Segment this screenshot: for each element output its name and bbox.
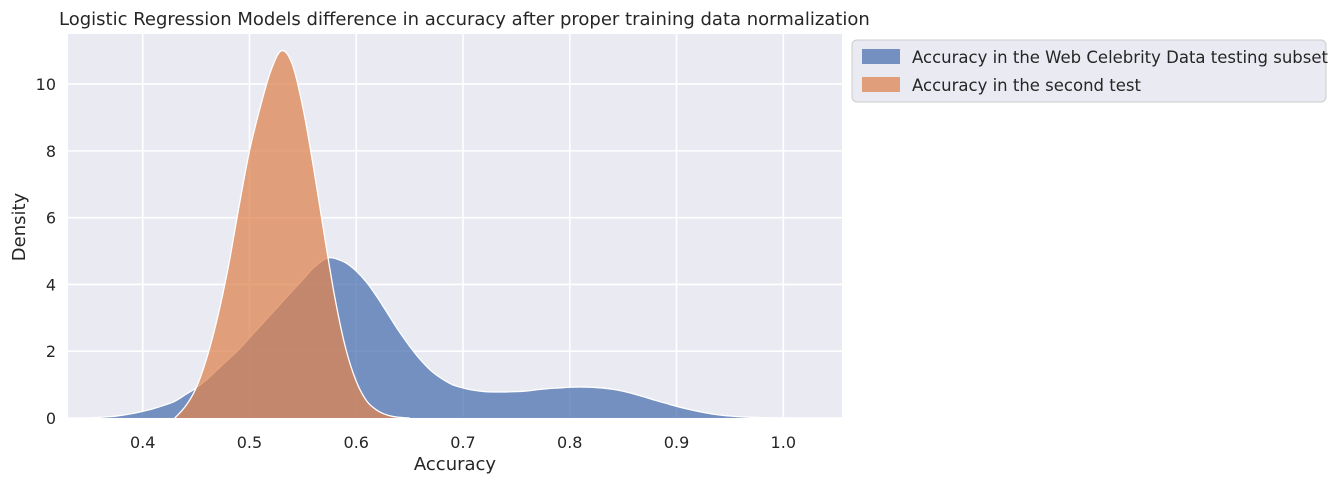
legend-swatch-second-test <box>862 77 900 92</box>
y-tick-label: 10 <box>36 75 56 94</box>
x-tick-label: 0.7 <box>450 433 475 452</box>
density-area-second-test-outline <box>174 49 410 419</box>
legend-swatch-web-celebrity <box>862 49 900 64</box>
legend: Accuracy in the Web Celebrity Data testi… <box>851 39 1328 103</box>
x-tick-label: 0.9 <box>664 433 689 452</box>
plot-background <box>68 34 842 418</box>
x-tick-labels: 0.4 0.5 0.6 0.7 0.8 0.9 1.0 <box>130 433 796 452</box>
x-tick-label: 0.8 <box>557 433 582 452</box>
y-tick-label: 8 <box>46 142 56 161</box>
legend-label-web-celebrity: Accuracy in the Web Celebrity Data testi… <box>912 48 1328 67</box>
legend-frame <box>851 39 1327 103</box>
x-tick-label: 1.0 <box>771 433 796 452</box>
y-tick-label: 4 <box>46 275 56 294</box>
legend-label-second-test: Accuracy in the second test <box>912 76 1141 95</box>
y-tick-label: 0 <box>46 409 56 428</box>
y-tick-labels: 0 2 4 6 8 10 <box>36 75 56 428</box>
x-tick-label: 0.5 <box>237 433 262 452</box>
x-axis-label: Accuracy <box>414 454 497 475</box>
y-tick-label: 6 <box>46 209 56 228</box>
density-area-second-test <box>174 50 410 418</box>
chart-title: Logistic Regression Models difference in… <box>59 9 870 30</box>
x-tick-label: 0.6 <box>344 433 369 452</box>
y-axis-label: Density <box>9 192 30 261</box>
y-tick-label: 2 <box>46 342 56 361</box>
density-areas <box>89 49 805 419</box>
x-tick-label: 0.4 <box>130 433 155 452</box>
grid-lines <box>68 34 842 419</box>
